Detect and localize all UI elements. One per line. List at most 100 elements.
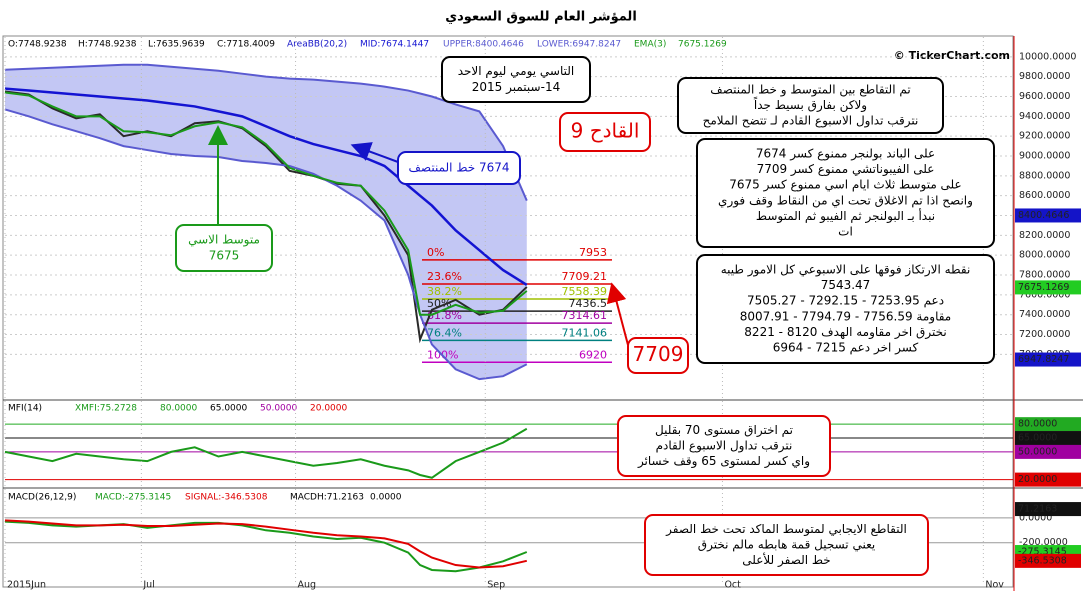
panel-header: MACD(26,12,9) [8,493,76,503]
band-area [5,64,527,380]
fib-value: 6920 [579,348,607,361]
x-tick-label: Oct [724,580,741,591]
panel-header: 50.0000 [260,404,297,414]
annotation-box [441,56,591,103]
series-line [4,90,528,344]
annotation-text: نترقب تداول الاسبوع القادم [656,439,793,454]
value-box-label: 20.0000 [1018,474,1057,485]
arrow [606,282,629,346]
legend-entry: EMA(3) [634,40,666,50]
annotation-text: ولاكن بفارق بسيط جداً [754,96,868,113]
panel-header: O:7748.9238 [8,40,67,50]
chart-title: المؤشر العام للسوق السعودي [445,10,637,25]
annotation-text: على متوسط ثلاث ايام اسي ممنوع كسر 7675 [729,178,961,193]
annotation-text: نبدأ بـ البولنجر ثم الفيبو ثم المتوسط [756,208,935,224]
fib-label: 23.6% [427,270,462,283]
fib-value: 7314.61 [562,309,608,322]
y-tick-label: 8800.0000 [1019,170,1070,181]
value-box [1015,472,1081,487]
panel-header: MACDH:71.2163 [290,493,364,503]
legend-entry: LOWER:6947.8247 [537,40,621,50]
watermark: © TickerChart.com [894,49,1010,62]
value-box [1015,431,1081,446]
panel-header: 20.0000 [310,404,347,414]
panel-header: H:7748.9238 [78,40,137,50]
panel-header: 80.0000 [160,404,197,414]
annotation-text: نقطه الارتكاز فوقها على الاسبوعي كل الام… [721,263,971,278]
panel-header: 7675.1269 [678,40,727,50]
annotation-text: يعني تسجيل قمة هابطه مالم نخترق [698,538,875,553]
fib-label: 76.4% [427,326,462,339]
y-tick-label: 10000.0000 [1019,51,1076,62]
y-tick-label: 8000.0000 [1019,250,1070,261]
x-tick-label: Nov [985,580,1004,591]
x-tick-label: Sep [487,580,505,591]
value-box-label: 80.0000 [1018,419,1057,430]
y-tick-label: 7200.0000 [1019,329,1070,340]
annotation-box [617,415,831,477]
fib-value: 7953 [579,246,607,259]
plot-frame [2,35,1014,588]
panel-header: MFI(14) [8,404,42,414]
annotation-text: على الفيبوناتشي ممنوع كسر 7709 [757,162,935,177]
panel-header: 65.0000 [210,404,247,414]
y-tick-label: 8200.0000 [1019,230,1070,241]
panel-header: L:7635.9639 [148,40,205,50]
panel-header: MACD:-275.3145 [95,493,171,503]
series-line [4,87,528,286]
annotation-text: متوسط الاسي [188,233,260,248]
fib-label: 0% [427,246,444,259]
y-tick-label: 9600.0000 [1019,91,1070,102]
annotation-box [559,112,651,152]
annotation-text: التاسي يومي ليوم الاحد [458,64,575,79]
value-box-label: -346.5308 [1018,555,1067,566]
fib-label: 50% [427,297,451,310]
value-box-label: 6947.8247 [1018,354,1069,365]
y-tick-label: 7600.0000 [1019,289,1070,300]
value-box-label: 8400.4646 [1018,210,1069,221]
panel-header: AreaBB(20,2) [287,40,347,50]
annotation-text: على الباند بولنجر ممنوع كسر 7674 [756,147,935,162]
series-line [4,108,528,381]
annotation-text: 7543.47 [821,278,871,292]
value-box [1015,280,1081,295]
value-box-label: 7675.1269 [1018,282,1069,293]
legend-entry: MID:7674.1447 [360,40,429,50]
annotation-box [677,77,944,134]
annotation-text: واي كسر لمستوى 65 وقف خسائر [637,454,810,469]
series-line [4,63,528,202]
annotation-text: وانصح اذا تم الاغلاق تحت اي من النقاط وق… [718,193,973,208]
series-line [4,427,528,479]
fib-value: 7709.21 [562,270,608,283]
y-tick-label: -200.0000 [1019,537,1068,548]
series-line [4,519,528,569]
annotation-text: نترقب تداول الاسبوع القادم لـ تتضح الملا… [703,114,919,129]
fib-label: 38.2% [427,285,462,298]
x-tick-label: Jul [142,580,154,591]
annotation-text: دعم 7253.95 - 7292.15 - 7505.27 [747,294,944,308]
annotation-box [696,138,995,248]
annotation-box [627,337,689,374]
value-box [1015,352,1081,367]
x-tick-label: Aug [298,580,317,591]
annotation-box [397,151,521,185]
panel-header: SIGNAL:-346.5308 [185,493,268,503]
annotation-box [696,254,995,364]
panel-header: XMFI:75.2728 [75,404,137,414]
annotation-text: التقاطع الايجابي لمتوسط الماكد تحت خط ال… [665,522,907,537]
annotation-text: 7674 خط المنتصف [409,161,510,175]
x-tick-label: 2015Jun [7,580,46,591]
annotation-text: القادح 9 [571,119,640,143]
panel-header: 0.0000 [370,493,402,503]
annotation-text: مقاومة 7756.59 - 7794.79 - 8007.91 [740,309,951,324]
annotation-text: 14-سبتمبر 2015 [472,80,560,95]
value-box [1015,553,1081,568]
y-tick-label: 9800.0000 [1019,71,1070,82]
y-tick-label: 0.0000 [1019,512,1052,523]
annotation-text: تم التقاطع بين المتوسط و خط المنتصف [710,82,910,97]
value-box-label: 71.2163 [1018,504,1057,515]
value-box-label: 65.0000 [1018,433,1057,444]
fib-value: 7558.39 [562,285,608,298]
annotation-box [644,514,929,576]
